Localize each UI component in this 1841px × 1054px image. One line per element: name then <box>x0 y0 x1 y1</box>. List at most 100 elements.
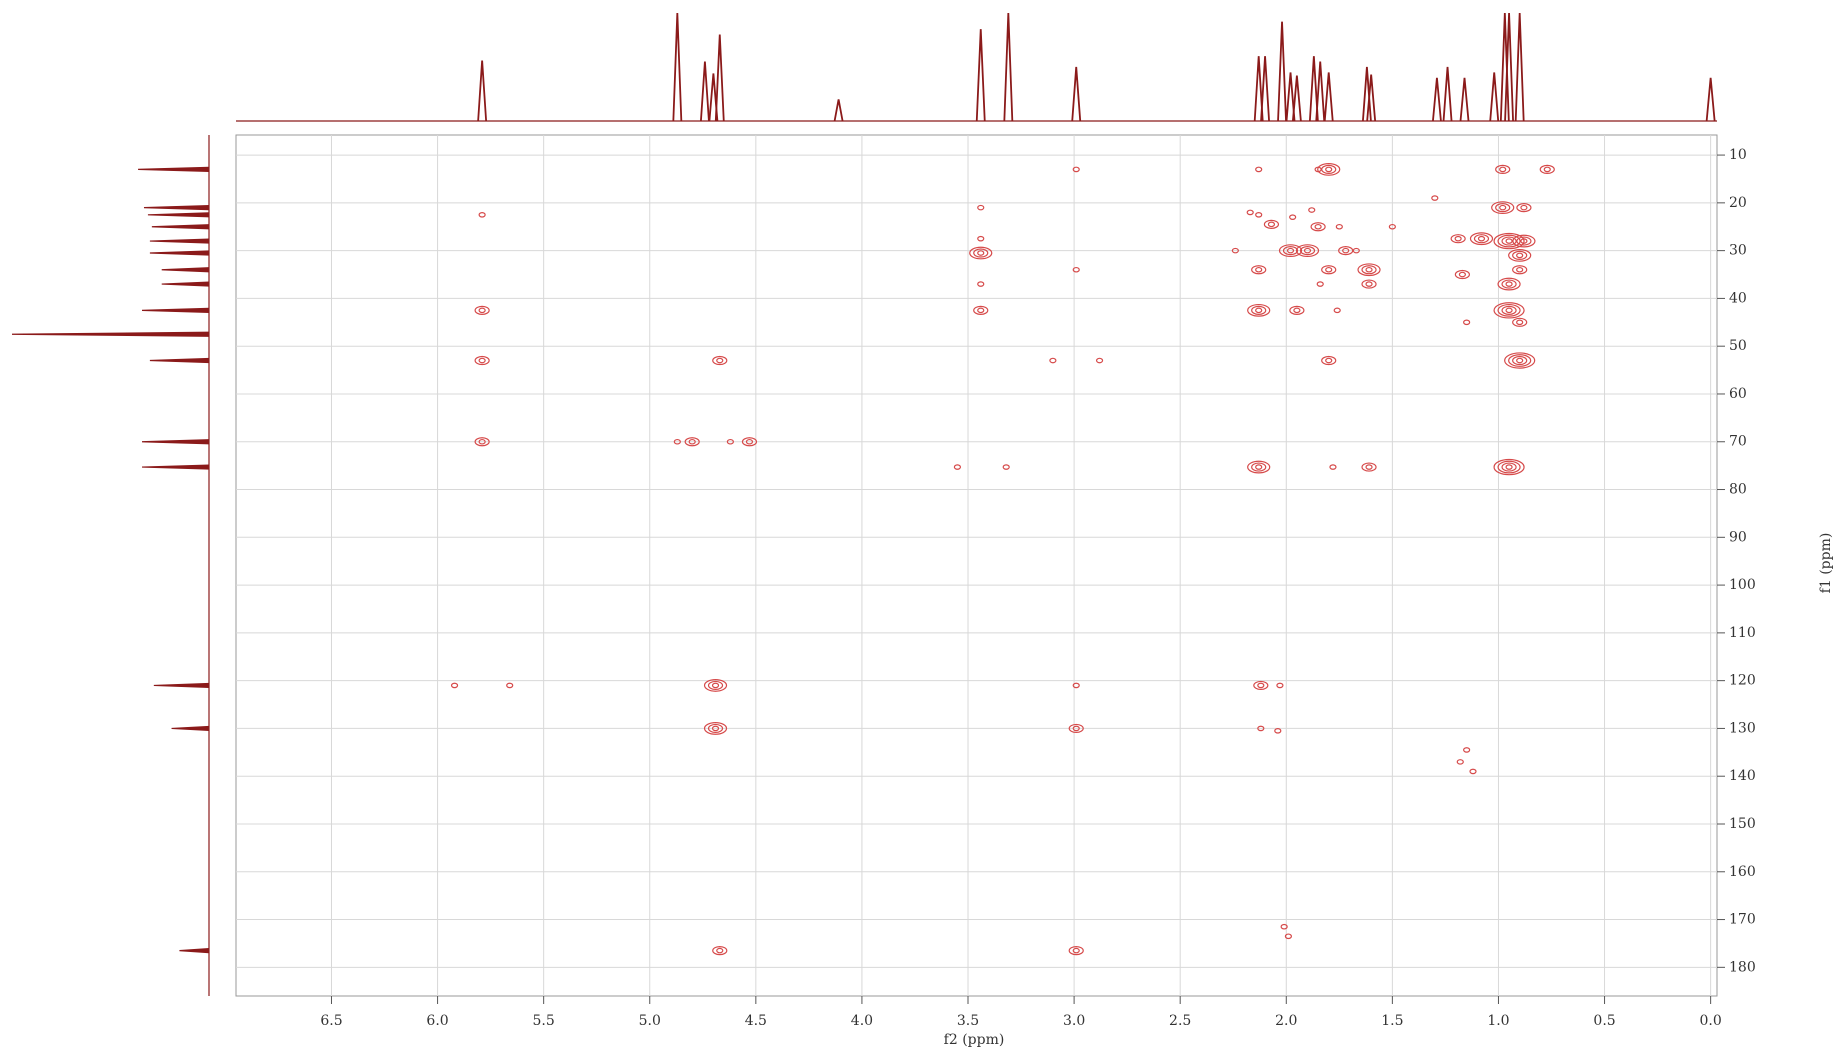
contour <box>1505 281 1513 287</box>
contour <box>977 307 985 314</box>
y-tick-label: 70 <box>1729 434 1747 450</box>
contour <box>712 355 728 366</box>
contour <box>1365 281 1373 287</box>
f1-peak <box>143 205 210 211</box>
y-tick-label: 100 <box>1729 577 1756 593</box>
contour <box>1282 246 1299 256</box>
contour <box>1495 203 1511 213</box>
f2-peak <box>1489 72 1500 122</box>
cross-peak <box>1463 319 1471 326</box>
cross-peak <box>1278 244 1303 258</box>
cross-peak <box>1512 234 1536 248</box>
x-tick-label: 3.0 <box>1063 1013 1085 1029</box>
contour <box>1431 195 1439 201</box>
cross-peak <box>1072 266 1080 273</box>
contour <box>1477 235 1486 242</box>
contour <box>1247 303 1271 317</box>
contour <box>707 680 724 691</box>
contour <box>1450 234 1466 244</box>
contour <box>1497 460 1521 474</box>
contour <box>1520 204 1528 211</box>
cross-peak <box>474 437 490 447</box>
y-tick-label: 170 <box>1729 912 1756 928</box>
contour <box>1329 464 1337 470</box>
cross-peak <box>1352 247 1360 254</box>
cross-peak <box>703 679 728 692</box>
contour <box>478 438 486 445</box>
cross-peak <box>1068 946 1084 956</box>
contour <box>745 438 754 445</box>
y-tick-label: 130 <box>1729 720 1756 736</box>
y-tick-label: 110 <box>1729 625 1756 641</box>
cross-peak <box>1049 357 1057 364</box>
f2-peak <box>1253 56 1264 122</box>
contour <box>1072 166 1080 173</box>
cross-peak <box>1450 234 1466 244</box>
cross-peak <box>1247 460 1271 474</box>
cross-peak <box>1274 728 1282 734</box>
f1-peak <box>147 212 210 218</box>
contour <box>1516 319 1524 326</box>
contour <box>1516 252 1524 259</box>
cross-peak <box>673 438 681 445</box>
cross-peak <box>1454 269 1470 280</box>
contour <box>478 211 486 218</box>
cross-peak <box>684 437 700 447</box>
cross-peak <box>1255 211 1263 218</box>
contour <box>1325 266 1333 273</box>
contour <box>1095 357 1104 364</box>
cross-peak <box>1512 265 1528 275</box>
contour <box>1499 166 1507 173</box>
contour <box>1255 166 1263 173</box>
contour <box>1338 246 1354 256</box>
contour <box>1325 357 1333 364</box>
f2-peak <box>1432 77 1442 122</box>
f1-peak <box>149 238 210 244</box>
cross-peak <box>478 211 486 218</box>
contour <box>1325 166 1333 173</box>
x-tick-label: 6.0 <box>426 1013 448 1029</box>
contour <box>1365 266 1373 273</box>
contour <box>969 246 993 260</box>
f1-peak <box>142 307 210 313</box>
contour <box>977 235 985 242</box>
cross-peak <box>1493 232 1525 250</box>
cross-peak <box>1493 302 1525 319</box>
contour <box>1068 723 1084 734</box>
contour <box>474 437 490 447</box>
contour <box>1276 682 1284 689</box>
contour <box>1508 354 1532 367</box>
contour <box>1516 236 1532 246</box>
cross-peak <box>1317 163 1341 176</box>
contour <box>1352 247 1360 254</box>
cross-peak <box>474 305 490 315</box>
cross-peak <box>1539 164 1555 175</box>
cross-peak <box>1289 305 1305 315</box>
f2-peak <box>1705 77 1716 122</box>
contour <box>1516 266 1524 273</box>
cross-peak <box>1338 246 1354 256</box>
cross-peak <box>474 355 490 366</box>
contour <box>1072 725 1080 732</box>
contour <box>1516 357 1524 364</box>
y-tick-label: 10 <box>1729 147 1747 163</box>
contour <box>1469 232 1494 246</box>
f1-peak <box>161 281 210 287</box>
cross-peak <box>1469 232 1494 246</box>
contour <box>973 305 989 315</box>
f2-peak <box>1499 12 1510 122</box>
f2-peak <box>1323 72 1334 122</box>
contour <box>1314 223 1322 230</box>
f2-peak <box>1315 61 1326 122</box>
contour <box>711 725 720 732</box>
contour <box>1072 947 1080 954</box>
cross-peak <box>1512 317 1528 327</box>
contour <box>1501 462 1517 472</box>
contour <box>741 437 758 447</box>
contour <box>953 464 962 470</box>
contour <box>1321 164 1337 175</box>
y-tick-label: 80 <box>1729 482 1747 498</box>
contour <box>1251 265 1267 275</box>
f2-peak <box>672 12 683 122</box>
